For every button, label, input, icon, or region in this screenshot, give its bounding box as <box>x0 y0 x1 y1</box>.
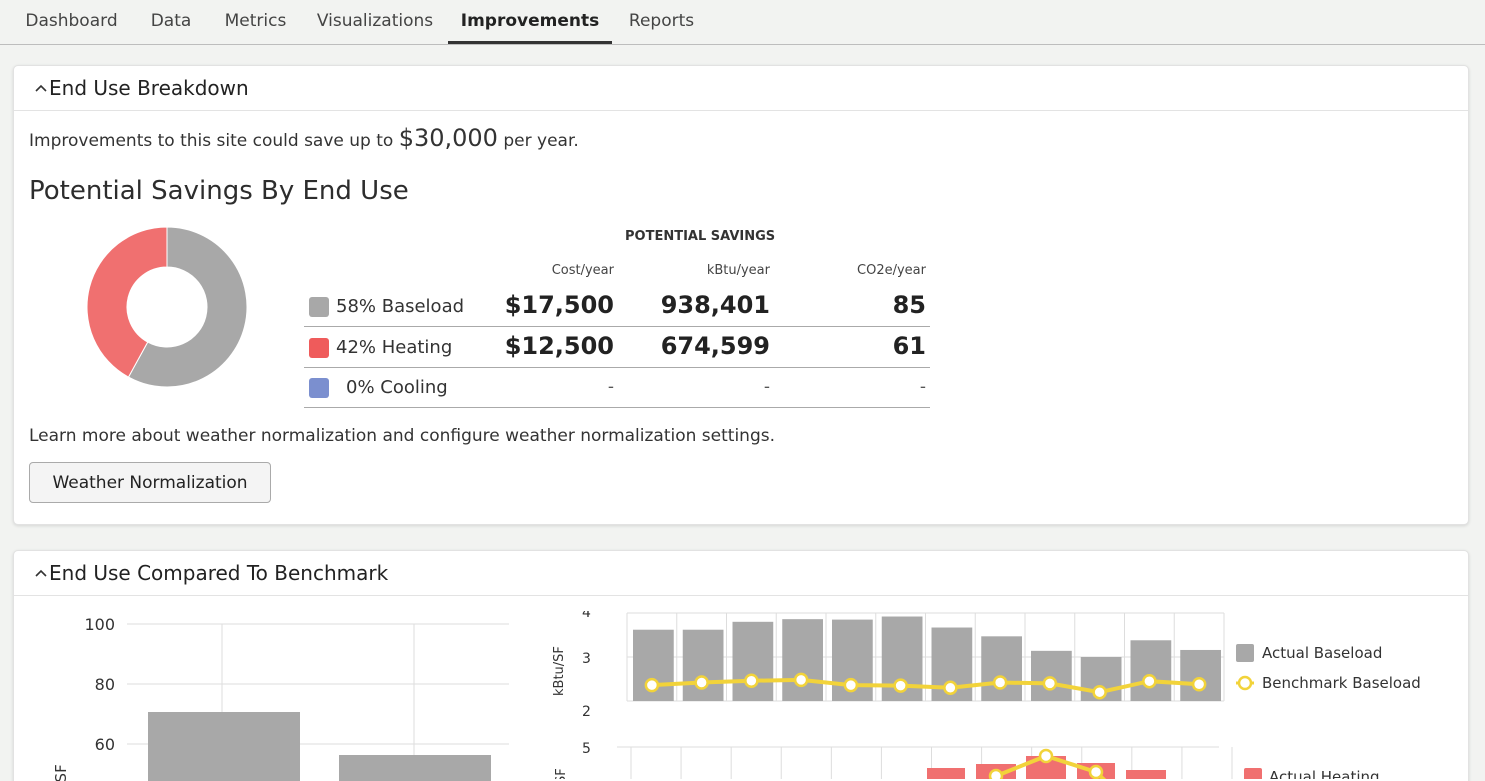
tab-metrics[interactable]: Metrics <box>224 11 287 31</box>
benchmark-point <box>1042 676 1058 691</box>
row-label: 58% Baseload <box>336 296 465 317</box>
benchmark-point <box>988 768 1004 779</box>
chevron-up-icon[interactable] <box>33 565 49 581</box>
table-row: 0% Cooling - - - <box>304 368 930 408</box>
column-header-kbtu: kBtu/year <box>706 263 770 278</box>
y-tick-label: 4 <box>582 611 591 621</box>
y-tick-label: 100 <box>84 615 115 634</box>
donut-slice-heating[interactable] <box>86 226 168 378</box>
bar-actual-baseload <box>682 629 724 701</box>
bar <box>1126 770 1166 779</box>
tab-bar: Dashboard Data Metrics Visualizations Im… <box>0 0 1485 45</box>
cost-value: $17,500 <box>504 291 614 319</box>
panel-header[interactable]: End Use Breakdown <box>14 66 1468 111</box>
benchmark-point <box>893 678 908 693</box>
benchmark-point <box>843 677 859 693</box>
legend-swatch-benchmark-baseload <box>1237 675 1253 691</box>
legend-swatch <box>309 378 329 398</box>
benchmark-heating-line <box>995 753 1107 779</box>
section-title: Potential Savings By End Use <box>29 176 409 206</box>
bar-actual-baseload <box>782 619 823 701</box>
tab-improvements[interactable]: Improvements <box>448 0 612 44</box>
end-use-breakdown-panel: End Use Breakdown Improvements to this s… <box>13 65 1469 525</box>
weather-normalization-button[interactable]: Weather Normalization <box>29 462 271 503</box>
y-axis-label: kBtu/SF <box>552 646 567 696</box>
bar <box>339 755 491 781</box>
weather-normalization-text: Learn more about weather normalization a… <box>29 426 776 446</box>
y-axis-label: SF <box>554 768 569 779</box>
panel-title: End Use Compared To Benchmark <box>49 561 389 585</box>
cost-value: $12,500 <box>504 332 614 360</box>
bar <box>927 768 965 779</box>
tab-visualizations[interactable]: Visualizations <box>316 11 434 31</box>
benchmark-point <box>1092 684 1107 700</box>
savings-donut-chart <box>86 226 248 388</box>
co2e-value: 61 <box>892 332 926 360</box>
legend-label: Actual Heating <box>1269 768 1380 779</box>
table-row: 58% Baseload $17,500 938,401 85 <box>304 287 930 327</box>
y-axis-label: u/SF <box>52 764 70 781</box>
bar-actual-baseload <box>1031 650 1072 701</box>
column-header-cost: Cost/year <box>551 263 614 278</box>
end-use-benchmark-panel: End Use Compared To Benchmark 100 80 60 … <box>13 550 1469 781</box>
tab-reports[interactable]: Reports <box>628 11 695 31</box>
y-tick-label: 2 <box>582 704 591 720</box>
kbtu-value: - <box>763 377 770 397</box>
y-tick-label: 60 <box>95 735 115 754</box>
heating-chart: 5 SF Actual Heating <box>554 741 1380 779</box>
potential-savings-header: POTENTIAL SAVINGS <box>625 229 776 244</box>
kbtu-value: 674,599 <box>660 332 770 360</box>
panel-header[interactable]: End Use Compared To Benchmark <box>14 551 1468 596</box>
legend-swatch-actual-baseload <box>1236 644 1254 662</box>
legend-swatch-actual-heating <box>1244 768 1262 779</box>
benchmark-baseload-points <box>644 672 1207 700</box>
table-row: 42% Heating $12,500 674,599 61 <box>304 328 930 368</box>
savings-suffix: per year. <box>503 131 579 151</box>
chevron-up-icon[interactable] <box>33 80 49 96</box>
benchmark-point <box>793 672 809 688</box>
row-label: 42% Heating <box>336 337 453 358</box>
legend-label: Actual Baseload <box>1262 644 1382 662</box>
legend-swatch <box>309 297 329 317</box>
bar-actual-baseload <box>1130 640 1172 701</box>
bar-actual-baseload <box>981 636 1022 701</box>
benchmark-point <box>1191 677 1207 692</box>
bar-actual-baseload <box>732 621 774 701</box>
savings-amount: $30,000 <box>398 124 498 152</box>
benchmark-baseload-line <box>651 677 1200 695</box>
benchmark-point <box>644 677 660 693</box>
baseload-gridlines <box>626 612 1225 702</box>
column-header-co2e: CO2e/year <box>857 263 926 278</box>
y-tick-label: 5 <box>582 741 591 757</box>
end-use-total-chart: 100 80 60 u/SF <box>52 615 509 781</box>
tab-data[interactable]: Data <box>150 11 192 31</box>
bar-actual-baseload <box>1180 649 1221 701</box>
row-label: 0% Cooling <box>346 377 448 398</box>
benchmark-point <box>694 675 709 690</box>
y-tick-label: 80 <box>95 675 115 694</box>
benchmark-point <box>744 673 759 689</box>
y-tick-label: 3 <box>582 651 591 667</box>
co2e-value: - <box>919 377 926 397</box>
legend-label: Benchmark Baseload <box>1262 674 1421 692</box>
baseload-chart: 4 3 2 kBtu/SF Actual Baseload Benchmark … <box>552 611 1421 720</box>
benchmark-point <box>992 675 1008 690</box>
legend-swatch <box>309 338 329 358</box>
tab-dashboard[interactable]: Dashboard <box>25 11 118 31</box>
benchmark-point <box>1088 764 1104 779</box>
benchmark-point <box>943 680 958 696</box>
cost-value: - <box>607 377 614 397</box>
benchmark-point <box>1038 748 1054 764</box>
savings-prefix: Improvements to this site could save up … <box>29 131 394 151</box>
bar <box>148 712 300 781</box>
benchmark-point <box>1142 673 1157 689</box>
co2e-value: 85 <box>892 291 926 319</box>
kbtu-value: 938,401 <box>660 291 770 319</box>
savings-summary: Improvements to this site could save up … <box>29 124 579 152</box>
panel-title: End Use Breakdown <box>49 76 249 100</box>
donut-slice-baseload[interactable] <box>127 226 248 388</box>
